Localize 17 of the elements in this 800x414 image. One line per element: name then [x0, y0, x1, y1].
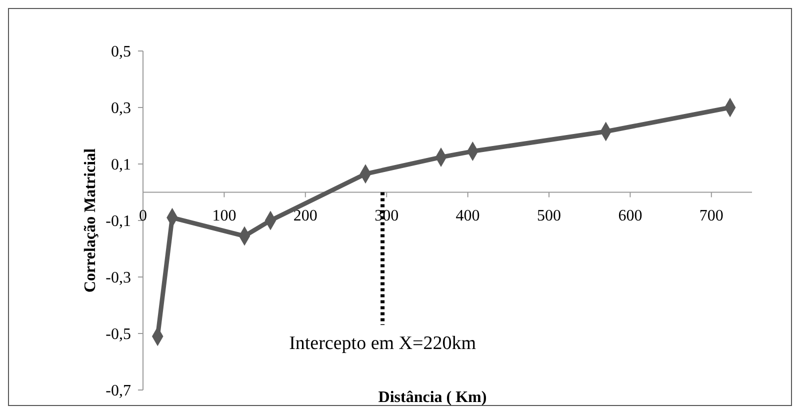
x-tick-label: 0	[139, 207, 147, 224]
x-tick-label: 600	[618, 207, 642, 224]
x-axis-title: Distância ( Km)	[378, 389, 487, 406]
x-tick-label: 100	[212, 207, 236, 224]
y-tick-label: 0,1	[111, 156, 131, 174]
y-tick-label: 0,5	[111, 44, 131, 61]
x-tick-label: 700	[699, 207, 724, 224]
y-axis-title: Correlação Matricial	[82, 148, 99, 293]
y-tick-label: 0,3	[111, 100, 131, 118]
x-tick-label: 500	[537, 207, 561, 224]
y-tick-label: -0,1	[106, 213, 131, 230]
y-tick-label: -0,3	[106, 270, 131, 287]
x-tick-label: 400	[456, 207, 480, 224]
y-tick-label: -0,7	[106, 382, 131, 400]
x-tick-label: 200	[293, 207, 318, 224]
annotation: Intercepto em X=220km	[289, 333, 476, 354]
y-tick-label: -0,5	[106, 326, 131, 344]
